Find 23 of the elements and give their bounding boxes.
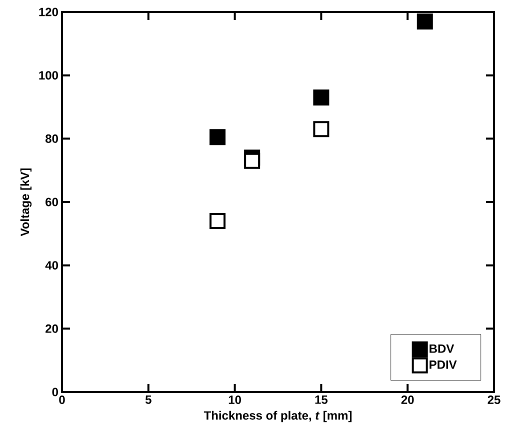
point <box>416 13 433 30</box>
legend-label: BDV <box>430 344 454 353</box>
y-tick-label: 60 <box>46 198 58 206</box>
y-axis-title: Voltage [kV] <box>20 168 32 236</box>
y-tick-label: 120 <box>39 8 58 16</box>
y-tick-label: 20 <box>46 324 58 333</box>
point <box>244 152 260 169</box>
y-tick-label: 40 <box>45 261 58 270</box>
y-tick-label: 100 <box>39 71 58 80</box>
x-tick-label: 15 <box>315 396 328 404</box>
x-tick-label: 25 <box>488 396 500 404</box>
point <box>210 129 226 146</box>
x-axis-title: Thickness of plate, t [mm] <box>204 410 352 422</box>
x-tick-label: 0 <box>59 396 65 404</box>
y-tick-label: 0 <box>52 388 58 396</box>
point <box>210 213 226 229</box>
x-tick-label: 10 <box>228 396 241 404</box>
point <box>313 121 330 138</box>
x-tick-label: 20 <box>401 396 414 404</box>
y-tick-label: 80 <box>45 134 58 143</box>
legend-label: PDIV <box>430 360 457 369</box>
point <box>313 90 330 106</box>
x-tick-label: 5 <box>145 396 152 404</box>
